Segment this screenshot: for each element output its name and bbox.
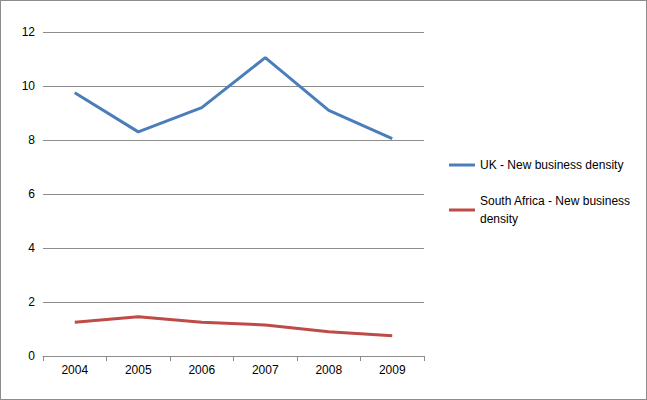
svg-text:8: 8 — [28, 133, 35, 147]
svg-text:South Africa - New business: South Africa - New business — [480, 194, 633, 208]
svg-text:2005: 2005 — [125, 363, 152, 377]
svg-text:2007: 2007 — [252, 363, 279, 377]
svg-text:2004: 2004 — [61, 363, 88, 377]
svg-text:4: 4 — [28, 241, 35, 255]
svg-text:density: density — [480, 212, 518, 226]
svg-text:12: 12 — [22, 25, 36, 39]
svg-text:2008: 2008 — [315, 363, 342, 377]
svg-text:0: 0 — [28, 349, 35, 363]
svg-text:2: 2 — [28, 295, 35, 309]
svg-text:6: 6 — [28, 187, 35, 201]
svg-text:2006: 2006 — [188, 363, 215, 377]
svg-text:10: 10 — [22, 79, 36, 93]
svg-text:2009: 2009 — [379, 363, 406, 377]
svg-text:UK - New business density: UK - New business density — [480, 158, 623, 172]
